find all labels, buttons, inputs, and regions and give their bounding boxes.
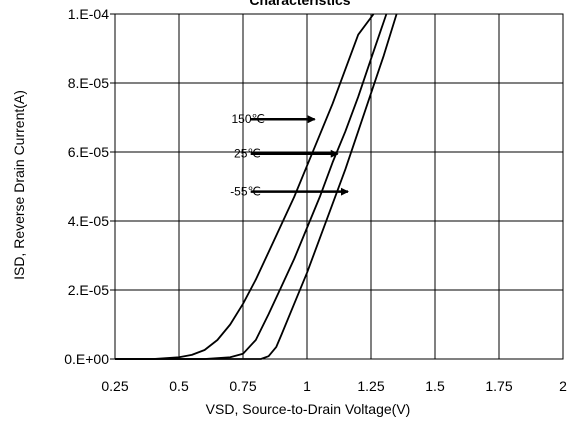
series-group: [115, 13, 398, 360]
x-tick-label: 1.5: [425, 378, 445, 394]
series-line: [115, 13, 388, 360]
grid: [110, 13, 563, 360]
annotations-group: 150℃ 25℃ -55℃: [230, 112, 349, 199]
y-axis-label: ISD, Reverse Drain Current(A): [11, 90, 27, 280]
x-tick-label: 0.25: [101, 378, 128, 394]
y-tick-label: 4.E-05: [68, 213, 109, 229]
chart-title: Characteristics: [249, 0, 350, 8]
x-tick-label: 2: [559, 378, 567, 394]
y-tick-label: 6.E-05: [68, 144, 109, 160]
annotation-label: -55℃: [230, 185, 261, 199]
y-tick-label: 2.E-05: [68, 282, 109, 298]
series-line: [115, 13, 398, 360]
series-line: [115, 13, 375, 360]
tick-labels: 0.25 0.5 0.75 1 1.25 1.5 1.75 2 0.E+00 2.E-05 4.E-…: [64, 6, 567, 394]
y-tick-label: 1.E-04: [68, 6, 109, 22]
x-tick-label: 0.5: [169, 378, 189, 394]
annotation-label: 25℃: [234, 147, 261, 161]
x-tick-label: 1.75: [485, 378, 512, 394]
x-tick-label: 0.75: [229, 378, 256, 394]
x-tick-label: 1: [303, 378, 311, 394]
x-tick-label: 1.25: [357, 378, 384, 394]
annotation-label: 150℃: [231, 112, 264, 126]
y-tick-label: 8.E-05: [68, 75, 109, 91]
y-tick-label: 0.E+00: [64, 351, 109, 367]
x-axis-label: VSD, Source-to-Drain Voltage(V): [206, 401, 411, 417]
plot-frame: [114, 13, 564, 360]
